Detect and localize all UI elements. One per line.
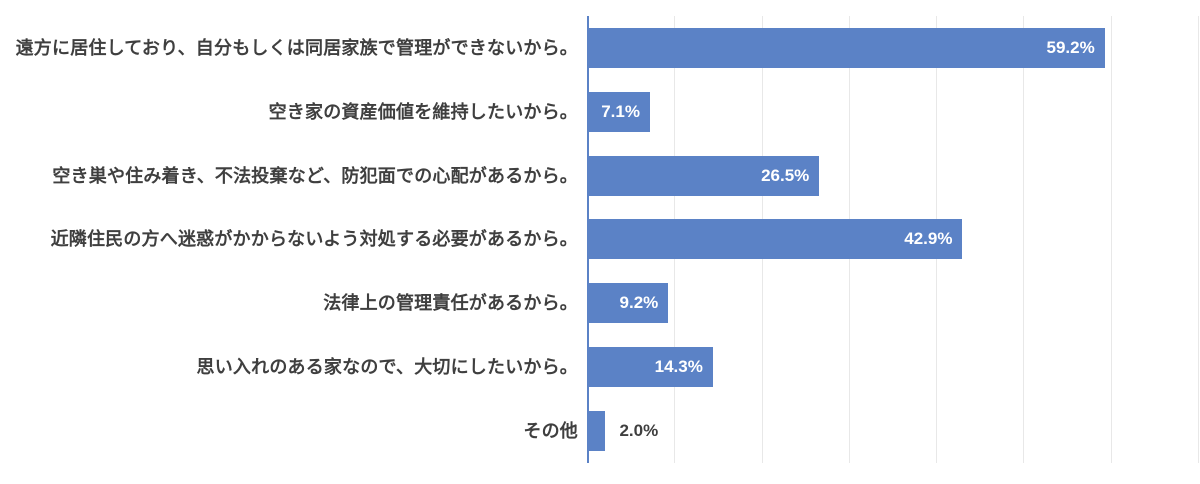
gridline — [1198, 16, 1199, 463]
category-label: 遠方に居住しており、自分もしくは同居家族で管理ができないから。 — [15, 37, 578, 58]
chart-row: 思い入れのある家なので、大切にしたいから。 14.3% — [0, 335, 1200, 399]
value-label: 42.9% — [904, 229, 953, 249]
category-label: 空き家の資産価値を維持したいから。 — [268, 101, 578, 122]
bar: 9.2% — [588, 283, 669, 324]
category-label: その他 — [523, 420, 578, 441]
chart-row: 遠方に居住しており、自分もしくは同居家族で管理ができないから。 59.2% — [0, 16, 1200, 80]
value-label: 14.3% — [654, 357, 703, 377]
value-label: 59.2% — [1046, 37, 1095, 57]
category-label: 近隣住民の方へ迷惑がかからないよう対処する必要があるから。 — [50, 229, 578, 250]
bar: 2.0% — [588, 411, 658, 452]
value-label: 2.0% — [619, 421, 659, 441]
chart-row: 法律上の管理責任があるから。 9.2% — [0, 271, 1200, 335]
value-label: 26.5% — [761, 165, 810, 185]
bar: 14.3% — [588, 347, 713, 388]
bar: 42.9% — [588, 219, 963, 260]
bar: 7.1% — [588, 91, 650, 132]
chart-row: 近隣住民の方へ迷惑がかからないよう対処する必要があるから。 42.9% — [0, 208, 1200, 272]
chart-row: その他 2.0% — [0, 399, 1200, 463]
bar: 59.2% — [588, 27, 1105, 68]
value-label: 7.1% — [601, 101, 640, 121]
category-label: 思い入れのある家なので、大切にしたいから。 — [196, 357, 578, 378]
category-label: 空き巣や住み着き、不法投棄など、防犯面での心配があるから。 — [52, 165, 578, 186]
chart-row: 空き巣や住み着き、不法投棄など、防犯面での心配があるから。 26.5% — [0, 144, 1200, 208]
bar: 26.5% — [588, 155, 820, 196]
chart-row: 空き家の資産価値を維持したいから。 7.1% — [0, 80, 1200, 144]
gridline — [1023, 16, 1025, 463]
category-label: 法律上の管理責任があるから。 — [323, 293, 578, 314]
value-label: 9.2% — [619, 293, 659, 313]
gridline — [1110, 16, 1112, 463]
